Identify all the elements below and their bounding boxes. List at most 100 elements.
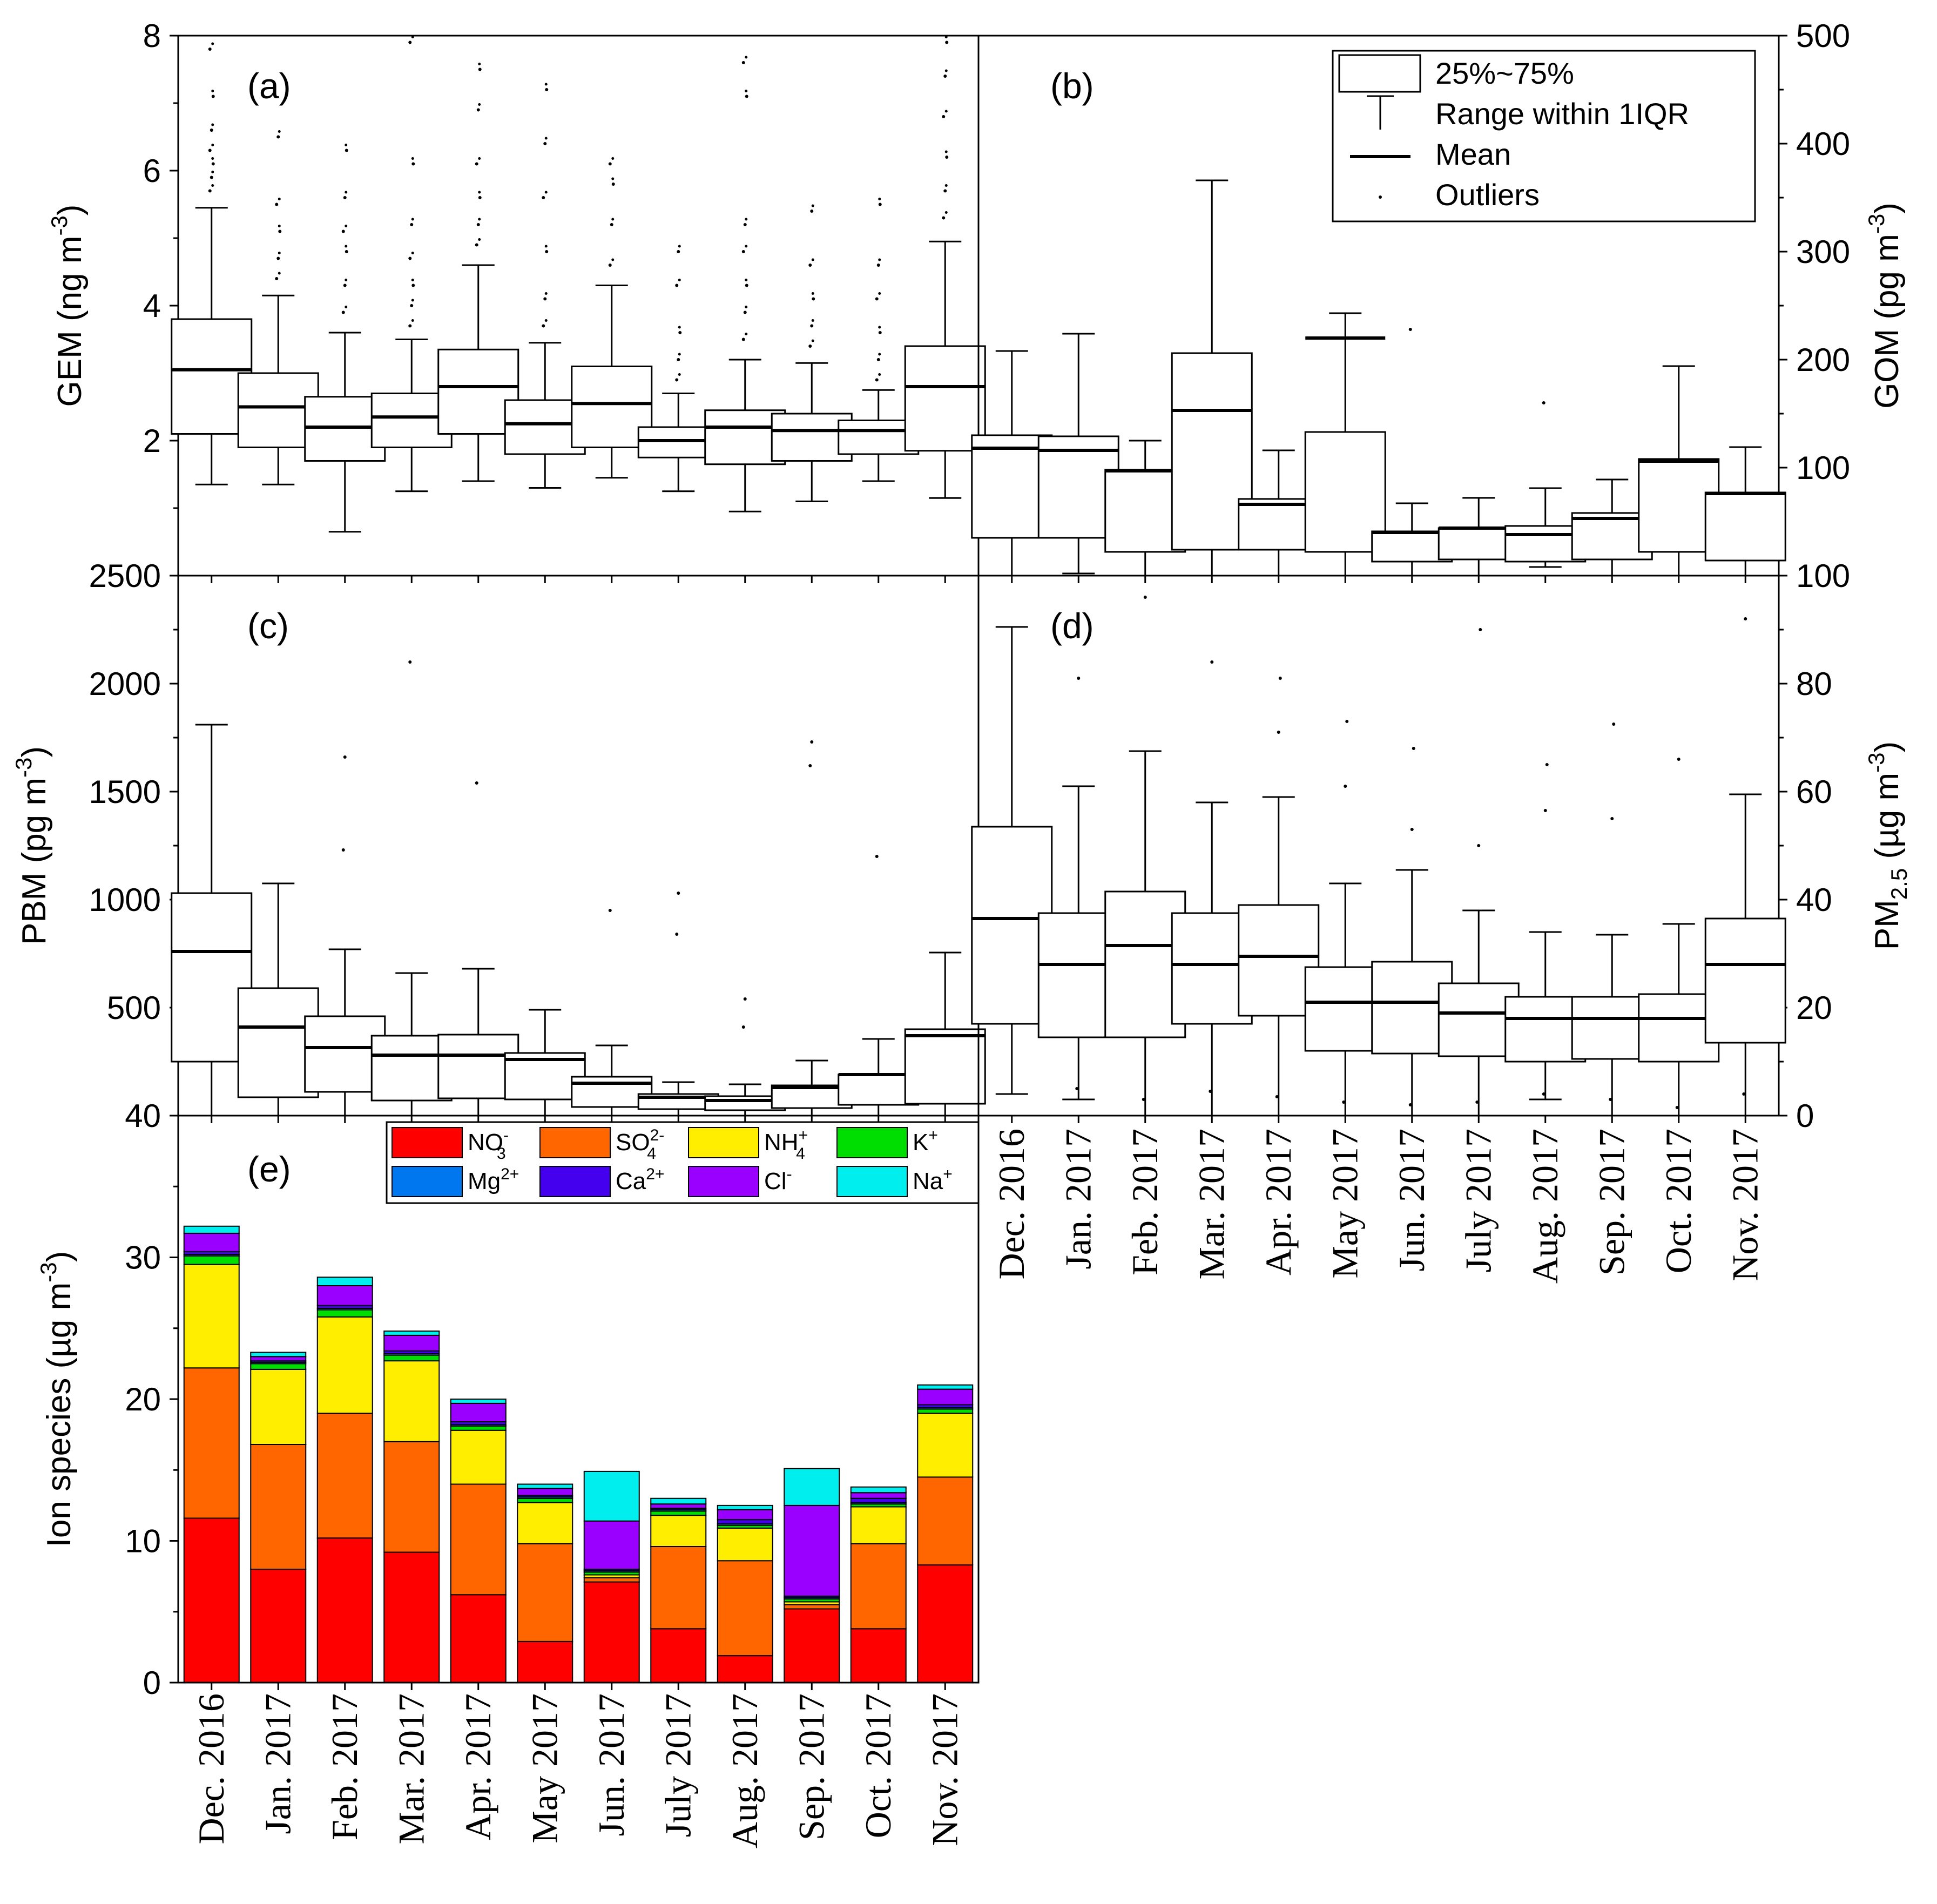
xtick-label-d: Mar. 2017 <box>1191 1129 1232 1280</box>
ion-legend-swatch <box>539 1127 611 1158</box>
outlier-point <box>812 297 815 301</box>
bar-segment-NO3- <box>383 1551 440 1683</box>
bar-segment-SO42- <box>917 1476 974 1566</box>
ion-legend-label: SO2-4 <box>616 1126 664 1163</box>
outlier-point <box>211 157 214 160</box>
outlier-point <box>544 83 548 86</box>
panel-d-ylabel: PM2.5 (µg m-3) <box>1864 741 1912 950</box>
xtick-label-e: Mar. 2017 <box>390 1693 431 1845</box>
ion-legend-swatch <box>392 1166 463 1197</box>
outlier-point <box>476 108 480 112</box>
outlier-point <box>944 184 948 187</box>
legend-outliers-label: Outliers <box>1435 178 1540 212</box>
outlier-point <box>743 310 747 314</box>
outlier-point <box>542 196 545 199</box>
bar-segment-Ca2+ <box>717 1519 773 1524</box>
panel-e-xlabels: Dec. 2016 Jan. 2017 Feb. 2017 Mar. 2017 Apr.… <box>191 1693 966 1848</box>
bar-segment-Na+ <box>316 1277 373 1286</box>
outlier-point <box>545 250 549 253</box>
panel-e-letter: (e) <box>247 1149 291 1189</box>
panel-d-boxes <box>971 596 1786 1117</box>
ion-label-sup: + <box>928 1126 938 1144</box>
outlier-point <box>1412 747 1415 750</box>
outlier-point <box>211 42 214 45</box>
legend-outlier-dot <box>1379 195 1382 199</box>
outlier-point <box>942 115 946 118</box>
outlier-point <box>1075 1087 1079 1090</box>
outlier-point <box>810 210 814 213</box>
panel-a-ytick-label: 8 <box>143 18 161 54</box>
outlier-point <box>1278 677 1282 680</box>
bar-segment-SO42- <box>850 1543 907 1630</box>
outlier-point <box>1744 617 1747 620</box>
ion-legend-swatch <box>836 1127 908 1158</box>
outlier-point <box>1345 720 1349 723</box>
box-legend: 25%~75% Range within 1IQR Mean Outliers <box>1332 50 1756 222</box>
outlier-point <box>675 933 679 936</box>
outlier-point <box>275 277 279 280</box>
panel-d-axes: 0 20 40 60 80 100 (d) PM2.5 (µg m-3) <box>977 558 1912 1134</box>
outlier-point <box>1612 723 1616 726</box>
xtick-label-d: Jun. 2017 <box>1391 1129 1432 1271</box>
xtick-label-e: Feb. 2017 <box>324 1693 365 1840</box>
outlier-point <box>478 196 482 199</box>
legend-whisker-label: Range within 1IQR <box>1435 97 1689 131</box>
panel-d-ytick-label: 20 <box>1796 990 1832 1026</box>
box-iqr <box>1704 491 1786 562</box>
bar-segment-NO3- <box>450 1594 507 1683</box>
panel-e-ytick-label: 20 <box>125 1381 161 1417</box>
bar-segment-K+ <box>650 1510 707 1516</box>
ylabel-subscript: 2.5 <box>1886 868 1912 900</box>
ion-legend-label: Ca2+ <box>616 1165 664 1194</box>
outlier-point <box>411 319 414 322</box>
outlier-point <box>878 202 882 206</box>
bar-segment-NH4+ <box>517 1502 573 1544</box>
ylabel-text: ) <box>51 205 89 216</box>
bar-segment-SO42- <box>183 1367 240 1519</box>
bar-segment-K+ <box>316 1309 373 1318</box>
ylabel-text: PBM (pg m <box>16 778 53 945</box>
bar-segment-NH4+ <box>717 1527 773 1562</box>
outlier-point <box>1210 660 1214 664</box>
outlier-point <box>411 218 414 221</box>
panel-d-ytick-label: 60 <box>1796 774 1832 810</box>
outlier-point <box>278 198 281 200</box>
outlier-point <box>278 130 281 133</box>
outlier-point <box>678 326 681 329</box>
bar-segment-Na+ <box>784 1468 840 1506</box>
outlier-point <box>876 264 880 267</box>
ylabel-superscript: -3 <box>1864 752 1889 772</box>
panel-a-ylabel: GEM (ng m-3) <box>46 205 89 407</box>
panel-b-ytick-label: 300 <box>1796 234 1850 270</box>
outlier-point <box>610 223 613 226</box>
ylabel-text: ) <box>1868 202 1906 214</box>
outlier-point <box>408 660 412 664</box>
panel-d-ytick-label: 80 <box>1796 666 1832 702</box>
xtick-label-d: July 2017 <box>1457 1129 1499 1272</box>
bar-segment-Na+ <box>917 1384 974 1390</box>
outlier-point <box>345 225 348 227</box>
bar-segment-K+ <box>517 1497 573 1503</box>
outlier-point <box>211 184 214 187</box>
ion-legend-label: Cl- <box>764 1165 792 1194</box>
outlier-point <box>745 56 748 59</box>
outlier-point <box>341 229 345 233</box>
outlier-point <box>542 324 545 328</box>
outlier-point <box>478 191 481 194</box>
outlier-point <box>678 353 681 356</box>
outlier-point <box>411 157 414 160</box>
outlier-point <box>278 252 281 254</box>
outlier-point <box>478 238 481 241</box>
outlier-point <box>745 283 748 287</box>
outlier-point <box>944 211 948 214</box>
ion-legend-label: NO-3 <box>468 1126 509 1163</box>
outlier-point <box>608 264 612 267</box>
ion-label-main: NH <box>764 1129 799 1156</box>
outlier-point <box>743 223 747 226</box>
ion-label-sup: - <box>787 1165 792 1183</box>
bar-segment-Cl- <box>316 1285 373 1306</box>
panel-b-letter: (b) <box>1050 66 1094 106</box>
outlier-point <box>1545 763 1549 766</box>
bar-segment-SO42- <box>784 1604 840 1610</box>
panel-d-ytick-label: 100 <box>1796 558 1850 594</box>
